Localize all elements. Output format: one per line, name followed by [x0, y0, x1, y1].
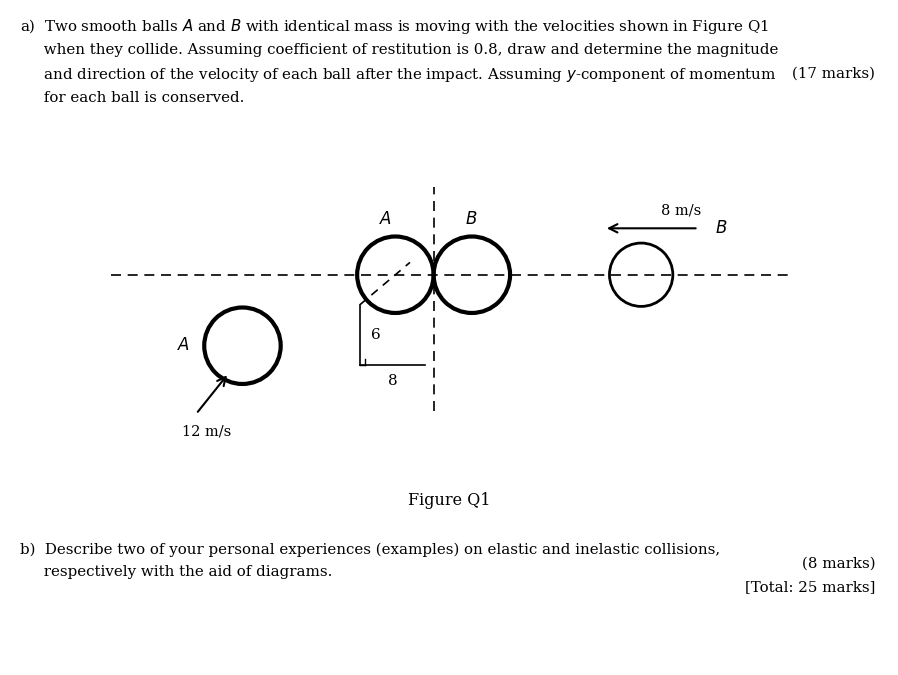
Text: $B$: $B$ — [715, 220, 727, 237]
Text: 8: 8 — [388, 374, 398, 388]
Text: a)  Two smooth balls $A$ and $B$ with identical mass is moving with the velociti: a) Two smooth balls $A$ and $B$ with ide… — [20, 17, 779, 105]
Text: $A$: $A$ — [178, 338, 190, 354]
Text: $B$: $B$ — [464, 211, 477, 228]
Text: 12 m/s: 12 m/s — [182, 425, 232, 439]
Text: [Total: 25 marks]: [Total: 25 marks] — [744, 580, 875, 594]
Text: (17 marks): (17 marks) — [792, 67, 875, 81]
Text: 6: 6 — [371, 328, 381, 342]
Text: b)  Describe two of your personal experiences (examples) on elastic and inelasti: b) Describe two of your personal experie… — [20, 543, 720, 578]
Text: (8 marks): (8 marks) — [802, 557, 875, 571]
Text: 8 m/s: 8 m/s — [661, 203, 701, 217]
Text: $A$: $A$ — [379, 211, 392, 228]
Text: Figure Q1: Figure Q1 — [408, 492, 490, 509]
